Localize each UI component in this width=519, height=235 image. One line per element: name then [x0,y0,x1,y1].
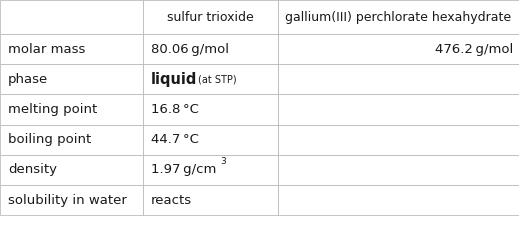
Bar [143,155,278,185]
Text: phase: phase [8,73,48,86]
Bar [278,125,519,155]
Text: 1.97 g/cm: 1.97 g/cm [151,164,216,176]
Text: 476.2 g/mol: 476.2 g/mol [434,43,513,56]
Bar [143,125,278,155]
Text: gallium(III) perchlorate hexahydrate: gallium(III) perchlorate hexahydrate [285,11,511,24]
Text: boiling point: boiling point [8,133,91,146]
Bar [278,0,519,34]
Bar [143,34,278,64]
Bar [0,185,143,215]
Text: liquid: liquid [151,72,197,87]
Text: reacts: reacts [151,194,192,207]
Text: solubility in water: solubility in water [8,194,127,207]
Text: density: density [8,164,57,176]
Text: 80.06 g/mol: 80.06 g/mol [151,43,228,56]
Bar [278,34,519,64]
Bar [278,94,519,125]
Bar [143,0,278,34]
Text: melting point: melting point [8,103,97,116]
Text: sulfur trioxide: sulfur trioxide [167,11,254,24]
Bar [0,155,143,185]
Text: molar mass: molar mass [8,43,85,56]
Bar [278,155,519,185]
Bar [278,64,519,94]
Bar [143,94,278,125]
Bar [278,185,519,215]
Text: 16.8 °C: 16.8 °C [151,103,198,116]
Text: (at STP): (at STP) [198,74,237,84]
Text: 44.7 °C: 44.7 °C [151,133,198,146]
Bar [0,125,143,155]
Bar [0,94,143,125]
Bar [0,0,143,34]
Bar [0,34,143,64]
Bar [143,64,278,94]
Text: 3: 3 [221,157,226,166]
Bar [143,185,278,215]
Bar [0,64,143,94]
